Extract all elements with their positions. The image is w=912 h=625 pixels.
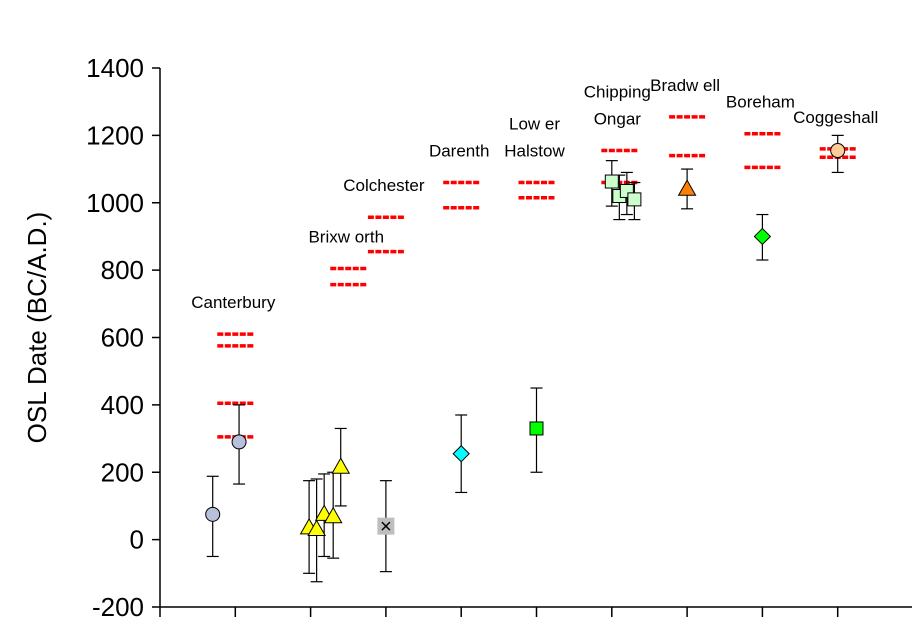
triangle-marker [677, 179, 697, 196]
circle-marker [830, 143, 846, 159]
square-marker [529, 421, 544, 436]
site-label: Halstow [504, 142, 565, 161]
y-tick-label: 1000 [86, 188, 144, 218]
site-label: Brixw orth [308, 227, 384, 246]
y-tick-label: 600 [101, 323, 144, 353]
triangle-marker [307, 519, 326, 537]
square-marker [604, 174, 619, 189]
y-tick-label: 1400 [86, 53, 144, 83]
y-axis: -200 0 200 400 600 800 1000 1200 1400 [86, 53, 161, 622]
site-label: Canterbury [191, 293, 276, 312]
site-label: Chipping [584, 83, 651, 102]
site-label: Bradw ell [650, 76, 720, 95]
error-bars [206, 134, 844, 583]
triangle-marker [331, 457, 351, 474]
y-tick-label: -200 [92, 592, 144, 622]
diamond-marker [753, 227, 772, 246]
site-label: Low er [509, 115, 560, 134]
x-axis [159, 606, 912, 617]
circle-marker [205, 506, 221, 522]
y-tick-label: 0 [130, 525, 144, 555]
triangle-marker [323, 506, 343, 524]
data-points [205, 143, 846, 537]
diamond-marker [452, 445, 470, 463]
site-label: Coggeshall [793, 108, 878, 127]
y-tick-label: 1200 [86, 120, 144, 150]
y-tick-label: 400 [101, 390, 144, 420]
site-label: Ongar [594, 110, 642, 129]
site-label: Boreham [726, 93, 795, 112]
x-marker-stroke [381, 521, 391, 531]
y-axis-title: OSL Date (BC/A.D.) [22, 212, 52, 444]
historical-date-markers [217, 115, 856, 439]
site-label: Colchester [343, 176, 425, 195]
square-marker [627, 192, 642, 207]
y-tick-label: 800 [101, 255, 144, 285]
site-label: Darenth [429, 142, 489, 161]
circle-marker [231, 434, 247, 450]
y-tick-label: 200 [101, 457, 144, 487]
